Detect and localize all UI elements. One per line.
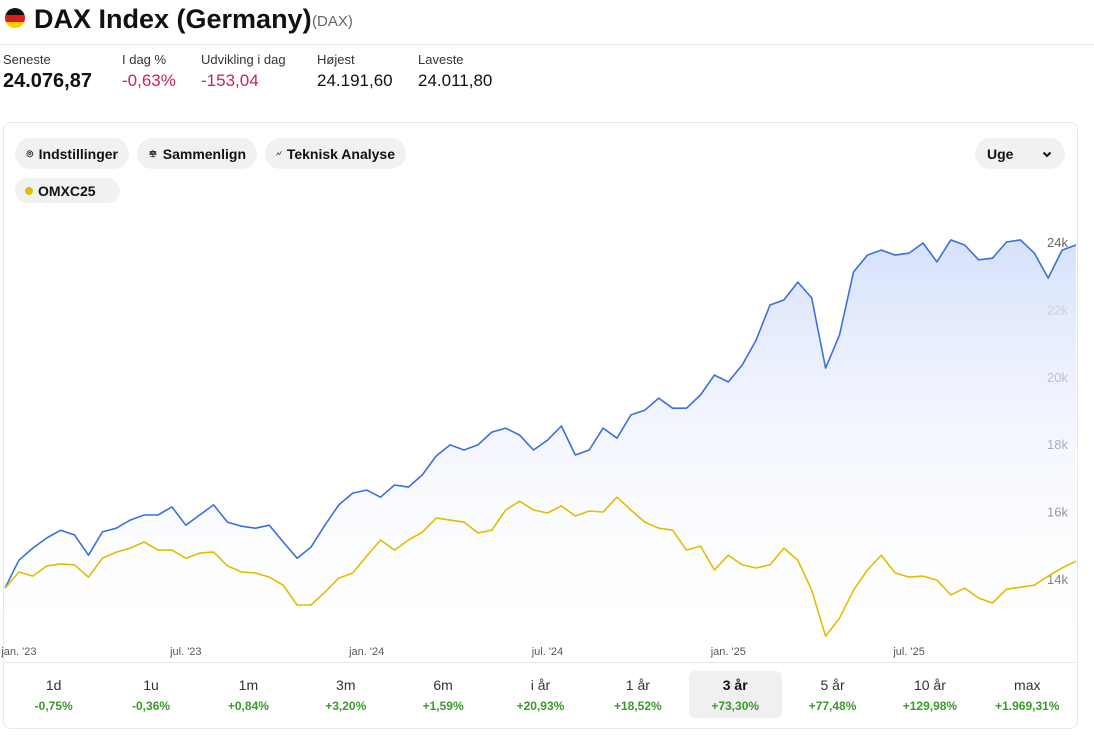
technical-button[interactable]: Teknisk Analyse [265,138,406,169]
flag [5,8,25,28]
period-label: 6m [433,677,453,693]
button-label: Indstillinger [38,145,118,162]
period-label: max [1014,677,1041,693]
stat-label: Højest [317,52,355,67]
period-label: 1m [238,677,259,693]
period-bar: 1d -0,75% 1u -0,36% 1m +0,84% 3m +3,20% 6m +1,59%… [5,662,1076,727]
stat-label: Udvikling i dag [201,52,286,67]
stat-label: I dag % [122,52,167,67]
period-label: 10 år [913,677,946,693]
period-label: 3 år [722,677,748,693]
period-tab[interactable]: 1u -0,36% [102,663,199,727]
period-label: 1 år [625,677,650,693]
period-change: +3,20% [325,699,367,713]
period-tab[interactable]: 1d -0,75% [5,663,102,727]
stat-value: -0,63% [122,71,176,90]
stat-value: 24.011,80 [418,71,493,90]
interval-dropdown[interactable]: Uge [975,138,1065,169]
period-change: -0,36% [132,699,171,713]
period-change: -0,75% [34,699,73,713]
period-change: +0,84% [227,699,269,713]
period-tab[interactable]: 1 år +18,52% [589,663,686,727]
period-label: 3m [336,677,356,693]
period-label: i år [530,677,551,693]
period-tab[interactable]: 10 år +129,98% [881,663,978,727]
button-label: Teknisk Analyse [286,145,395,162]
legend-dot [25,186,33,195]
period-change: +73,30% [711,699,760,713]
page-title: DAX Index (Germany) [34,4,312,34]
gear-icon [26,150,34,158]
legend-chip[interactable]: OMXC25 [15,178,120,203]
stat-value: 24.076,87 [3,70,92,92]
settings-button[interactable]: Indstillinger [15,138,129,169]
period-change: +1.969,31% [995,699,1060,713]
compare-button[interactable]: Sammenlign [137,138,257,169]
period-change: +77,48% [808,699,857,713]
legend-label: OMXC25 [38,182,96,199]
period-tab[interactable]: 1m +0,84% [200,663,297,727]
period-label: 1u [143,677,159,693]
period-change: +18,52% [613,699,662,713]
scale-icon [149,149,157,158]
chevron-icon [1042,151,1052,157]
button-label: Sammenlign [162,145,246,162]
period-tab[interactable]: 3m +3,20% [297,663,394,727]
stat-value: -153,04 [201,71,259,90]
period-change: +129,98% [902,699,958,713]
period-tab[interactable]: 5 år +77,48% [784,663,881,727]
period-label: 1d [45,677,62,693]
stat-label: Seneste [3,52,51,67]
period-tab[interactable]: 3 år +73,30% [687,663,784,727]
period-label: 5 år [820,677,845,693]
stat-label: Laveste [418,52,464,67]
wave-icon [276,151,282,156]
period-change: +20,93% [516,699,565,713]
period-tab[interactable]: i år +20,93% [492,663,589,727]
period-tab[interactable]: 6m +1,59% [394,663,491,727]
chart-card [3,122,1078,729]
stat-value: 24.191,60 [317,71,393,90]
ticker: (DAX) [312,13,353,30]
period-tab[interactable]: max +1.969,31% [979,663,1076,727]
divider [0,44,1094,45]
dropdown-label: Uge [987,145,1014,162]
period-change: +1,59% [422,699,464,713]
